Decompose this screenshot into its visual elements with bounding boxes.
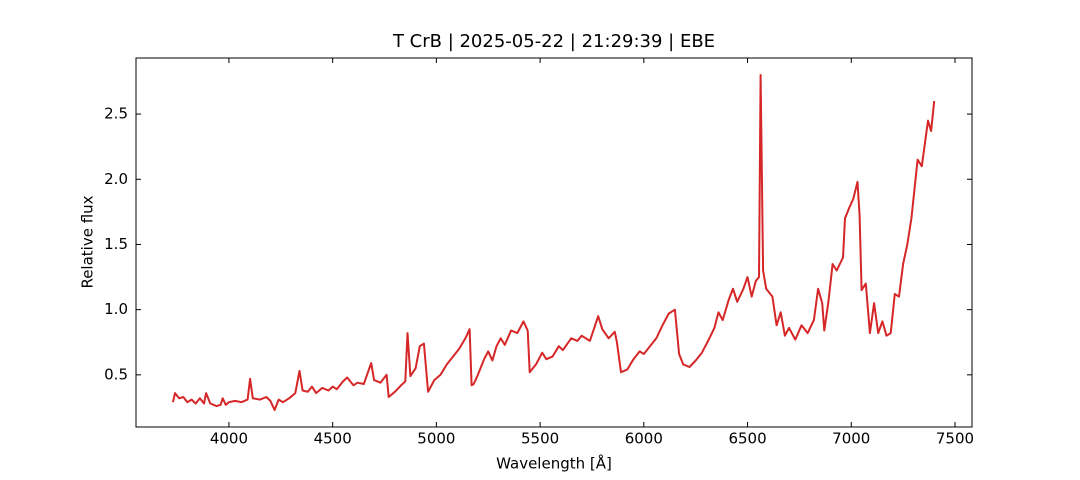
plot-frame <box>135 57 973 428</box>
y-tick-label: 2.0 <box>104 170 128 188</box>
y-tick-label: 1.5 <box>104 235 128 253</box>
spectrum-line <box>171 74 936 411</box>
x-tick-label: 5500 <box>521 430 559 448</box>
y-axis-label: Relative flux <box>79 195 97 288</box>
x-tick-label: 6000 <box>625 430 663 448</box>
x-tick-label: 5000 <box>417 430 455 448</box>
x-tick-label: 7000 <box>832 430 870 448</box>
y-tick-label: 1.0 <box>104 300 128 318</box>
x-tick-label: 4500 <box>314 430 352 448</box>
x-tick-label: 4000 <box>210 430 248 448</box>
x-tick-label: 6500 <box>728 430 766 448</box>
y-tick-label: 0.5 <box>104 365 128 383</box>
x-tick-label: 7500 <box>936 430 974 448</box>
x-axis-label: Wavelength [Å] <box>496 454 612 473</box>
chart-title: T CrB | 2025-05-22 | 21:29:39 | EBE <box>392 31 715 52</box>
y-tick-label: 2.5 <box>104 105 128 123</box>
